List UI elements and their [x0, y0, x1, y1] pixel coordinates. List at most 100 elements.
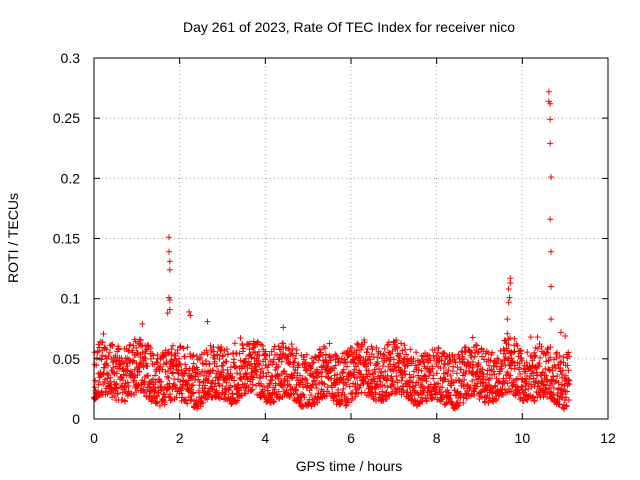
- data-point: [326, 340, 333, 347]
- data-point: [366, 371, 373, 378]
- data-point: [379, 382, 386, 389]
- data-point: [124, 363, 131, 370]
- data-point: [460, 380, 467, 387]
- data-point: [100, 330, 107, 337]
- data-point: [137, 337, 144, 344]
- data-point: [367, 390, 374, 397]
- data-point: [429, 365, 436, 372]
- data-point-outlier: [166, 306, 173, 313]
- data-point: [148, 398, 155, 405]
- data-point: [339, 370, 346, 377]
- data-point: [182, 397, 189, 404]
- data-point: [338, 396, 345, 403]
- data-point: [420, 358, 427, 365]
- data-point: [506, 335, 513, 342]
- data-point: [394, 379, 401, 386]
- data-point: [180, 345, 187, 352]
- data-point: [340, 385, 347, 392]
- data-point: [555, 379, 562, 386]
- data-point: [206, 361, 213, 368]
- axis-ticks: [93, 57, 609, 420]
- data-point: [184, 344, 191, 351]
- data-point: [292, 355, 299, 362]
- data-point: [387, 351, 394, 358]
- data-point: [266, 352, 273, 359]
- data-point-outlier: [548, 316, 555, 323]
- data-point: [308, 384, 315, 391]
- data-point: [444, 386, 451, 393]
- data-point: [526, 376, 533, 383]
- data-point: [94, 348, 101, 355]
- data-point: [415, 372, 422, 379]
- data-point: [169, 342, 176, 349]
- data-point: [257, 374, 264, 381]
- data-point: [154, 351, 161, 358]
- data-point: [530, 370, 537, 377]
- data-point: [544, 378, 551, 385]
- data-point: [433, 370, 440, 377]
- y-tick-label: 0.05: [53, 351, 80, 367]
- data-point: [322, 351, 329, 358]
- data-point: [147, 345, 154, 352]
- data-point: [328, 375, 335, 382]
- data-point: [276, 355, 283, 362]
- data-point: [302, 359, 309, 366]
- data-point: [536, 360, 543, 367]
- data-point: [550, 391, 557, 398]
- data-point: [271, 398, 278, 405]
- data-point: [361, 339, 368, 346]
- data-point: [236, 387, 243, 394]
- data-point: [274, 351, 281, 358]
- data-point-outlier: [504, 316, 511, 323]
- data-point: [403, 351, 410, 358]
- data-point: [492, 382, 499, 389]
- data-point: [446, 395, 453, 402]
- data-point: [393, 389, 400, 396]
- data-point: [410, 356, 417, 363]
- data-point: [213, 387, 220, 394]
- data-point: [167, 397, 174, 404]
- data-point: [156, 402, 163, 409]
- data-point: [111, 369, 118, 376]
- data-point: [502, 337, 509, 344]
- data-point: [266, 381, 273, 388]
- data-point: [237, 357, 244, 364]
- data-point: [369, 346, 376, 353]
- data-point: [169, 370, 176, 377]
- data-point: [535, 390, 542, 397]
- data-point: [293, 346, 300, 353]
- data-point: [333, 352, 340, 359]
- data-point: [502, 353, 509, 360]
- data-point: [288, 341, 295, 348]
- data-point: [390, 356, 397, 363]
- data-point: [384, 384, 391, 391]
- x-tick-label: 0: [90, 430, 98, 446]
- data-point: [482, 376, 489, 383]
- data-point: [187, 375, 194, 382]
- data-point: [413, 349, 420, 356]
- data-point: [431, 346, 438, 353]
- data-point: [415, 367, 422, 374]
- data-point: [263, 373, 270, 380]
- data-point: [514, 375, 521, 382]
- data-point: [515, 390, 522, 397]
- data-point-outlier: [547, 140, 554, 147]
- data-point: [398, 372, 405, 379]
- data-point: [528, 384, 535, 391]
- data-point: [338, 400, 345, 407]
- data-point: [308, 365, 315, 372]
- data-point: [104, 362, 111, 369]
- data-point: [562, 372, 569, 379]
- data-point: [141, 389, 148, 396]
- data-point: [355, 390, 362, 397]
- data-point: [160, 391, 167, 398]
- data-point: [162, 352, 169, 359]
- data-point: [100, 371, 107, 378]
- data-point: [263, 352, 270, 359]
- data-point: [315, 370, 322, 377]
- data-point: [469, 334, 476, 341]
- data-point: [331, 380, 338, 387]
- data-point: [141, 354, 148, 361]
